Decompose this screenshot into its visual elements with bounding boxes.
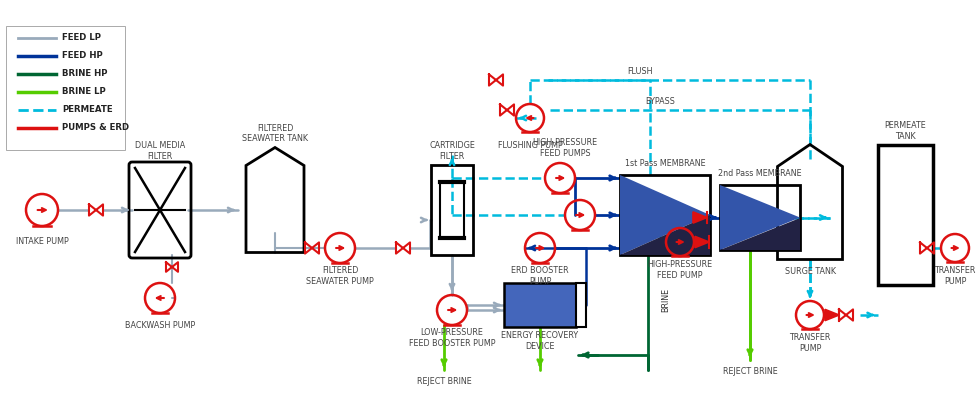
Text: FILTERED
SEAWATER TANK: FILTERED SEAWATER TANK xyxy=(242,124,308,143)
Text: ENERGY RECOVERY
DEVICE: ENERGY RECOVERY DEVICE xyxy=(502,331,578,351)
Text: HIGH-PRESSURE
FEED PUMPS: HIGH-PRESSURE FEED PUMPS xyxy=(532,138,598,158)
Text: DUAL MEDIA
FILTER: DUAL MEDIA FILTER xyxy=(135,141,185,161)
Text: BRINE: BRINE xyxy=(662,288,670,312)
Bar xyxy=(877,145,933,285)
Text: TRANSFER
PUMP: TRANSFER PUMP xyxy=(789,333,831,353)
Text: FEED HP: FEED HP xyxy=(62,52,103,60)
Bar xyxy=(576,283,586,327)
Text: PERMEATE: PERMEATE xyxy=(62,106,113,114)
Text: 2nd Pass MEMBRANE: 2nd Pass MEMBRANE xyxy=(718,168,802,178)
Text: REJECT BRINE: REJECT BRINE xyxy=(416,378,471,386)
Bar xyxy=(504,283,576,327)
Text: BRINE HP: BRINE HP xyxy=(62,70,108,78)
Text: FILTERED
SEAWATER PUMP: FILTERED SEAWATER PUMP xyxy=(306,266,374,286)
Text: FLUSH: FLUSH xyxy=(627,68,653,76)
Polygon shape xyxy=(720,218,800,250)
Text: PERMEATE
TANK: PERMEATE TANK xyxy=(884,121,926,141)
Bar xyxy=(431,165,473,255)
Polygon shape xyxy=(620,215,710,255)
Text: BACKWASH PUMP: BACKWASH PUMP xyxy=(124,322,195,330)
Bar xyxy=(440,182,464,238)
Text: REJECT BRINE: REJECT BRINE xyxy=(722,368,777,376)
Text: FLUSHING PUMP: FLUSHING PUMP xyxy=(498,142,563,150)
Bar xyxy=(720,185,800,250)
Bar xyxy=(620,175,710,255)
Text: TRANSFER
PUMP: TRANSFER PUMP xyxy=(934,266,976,286)
Polygon shape xyxy=(620,175,710,255)
Polygon shape xyxy=(720,185,800,250)
Polygon shape xyxy=(825,310,839,321)
Text: BRINE LP: BRINE LP xyxy=(62,88,106,96)
Text: HIGH-PRESSURE
FEED PUMP: HIGH-PRESSURE FEED PUMP xyxy=(648,260,712,280)
Text: LOW-PRESSURE
FEED BOOSTER PUMP: LOW-PRESSURE FEED BOOSTER PUMP xyxy=(409,328,495,348)
Text: 1st Pass MEMBRANE: 1st Pass MEMBRANE xyxy=(624,158,706,168)
Text: CARTRIDGE
FILTER: CARTRIDGE FILTER xyxy=(429,141,475,161)
Polygon shape xyxy=(693,212,707,223)
Text: FEED LP: FEED LP xyxy=(62,34,101,42)
Text: PUMPS & ERD: PUMPS & ERD xyxy=(62,124,129,132)
Text: INTAKE PUMP: INTAKE PUMP xyxy=(16,238,69,246)
Text: ERD BOOSTER
PUMP: ERD BOOSTER PUMP xyxy=(512,266,568,286)
Text: SURGE TANK: SURGE TANK xyxy=(785,267,836,276)
Polygon shape xyxy=(695,236,709,248)
Text: BYPASS: BYPASS xyxy=(645,98,675,106)
